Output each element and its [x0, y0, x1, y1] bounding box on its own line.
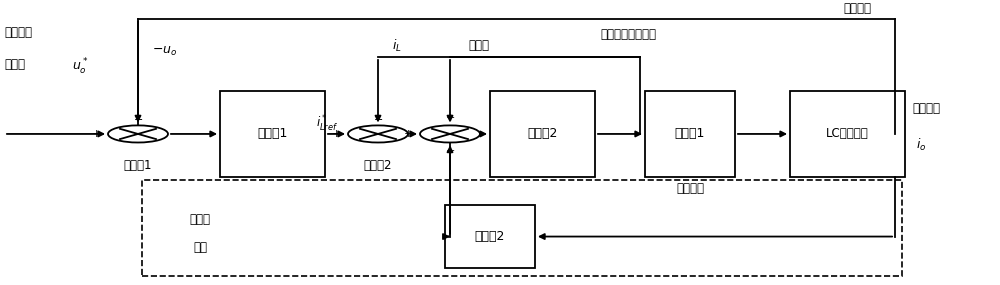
Text: $-$: $-$ — [133, 113, 143, 123]
Bar — [790, 91, 905, 177]
Text: 给定量: 给定量 — [4, 58, 25, 71]
Text: 减法器2: 减法器2 — [364, 159, 392, 172]
Bar — [142, 180, 902, 276]
Text: +: + — [403, 129, 413, 139]
Text: +: + — [445, 146, 455, 156]
Text: 等效增益: 等效增益 — [676, 182, 704, 195]
Text: 负载电流: 负载电流 — [912, 102, 940, 115]
Bar — [220, 91, 325, 177]
Text: $i_o$: $i_o$ — [916, 137, 926, 153]
Text: $i_{Lref}^*$: $i_{Lref}^*$ — [316, 114, 338, 134]
Text: 输出电压: 输出电压 — [843, 2, 871, 15]
Text: 变前馈: 变前馈 — [190, 213, 210, 226]
Text: 控制器2: 控制器2 — [527, 127, 558, 141]
Text: 系数: 系数 — [193, 241, 207, 255]
Text: 加法器: 加法器 — [468, 39, 489, 52]
Text: $-$: $-$ — [373, 113, 383, 123]
Text: +: + — [331, 129, 341, 139]
Text: $i_L$: $i_L$ — [392, 38, 402, 54]
Text: 输出电压: 输出电压 — [4, 26, 32, 39]
Text: $u_o^*$: $u_o^*$ — [72, 57, 88, 77]
Bar — [645, 91, 735, 177]
Bar — [445, 205, 535, 268]
Text: $-u_o$: $-u_o$ — [152, 45, 177, 58]
Text: 放大器2: 放大器2 — [475, 230, 505, 243]
Bar — [490, 91, 595, 177]
Text: 逆变器侧电感电流: 逆变器侧电感电流 — [600, 28, 656, 41]
Text: +: + — [445, 113, 455, 123]
Text: 控制器1: 控制器1 — [257, 127, 288, 141]
Text: +: + — [91, 129, 101, 139]
Text: 减法器1: 减法器1 — [124, 159, 152, 172]
Text: LC型滤波器: LC型滤波器 — [826, 127, 869, 141]
Text: 放大器1: 放大器1 — [675, 127, 705, 141]
